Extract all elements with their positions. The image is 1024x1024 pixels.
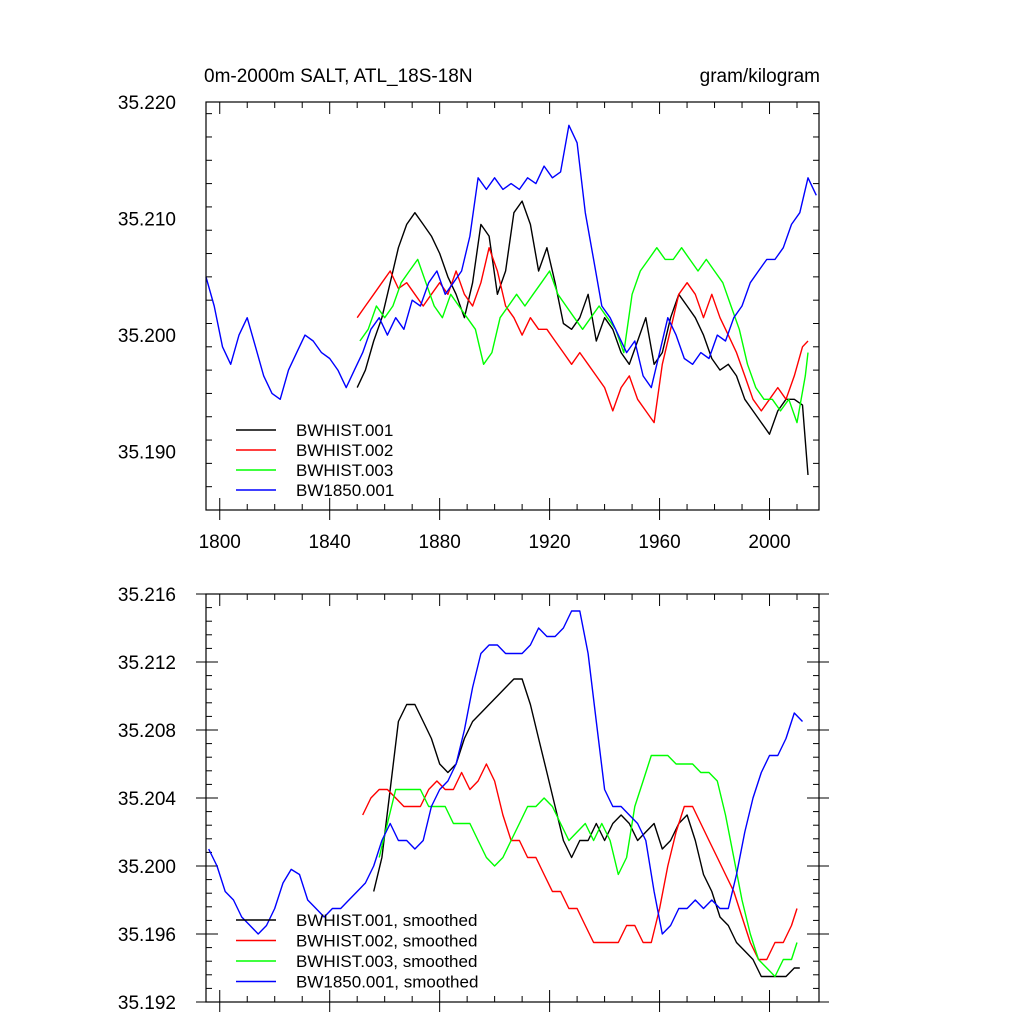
bottom-panel-legend: BWHIST.001, smoothed BWHIST.002, smoothed… — [236, 911, 478, 992]
legend-label: BW1850.001, smoothed — [296, 973, 478, 992]
y-tick-label: 35.212 — [118, 653, 176, 674]
top-panel-series — [205, 124, 817, 476]
bottom-panel-ticks: 35.192 35.196 35.200 35.204 35.208 35.212 35.2… — [118, 585, 829, 1014]
y-tick-label: 35.216 — [118, 585, 176, 606]
top-panel-ticks: 1800 1840 1880 1920 1960 2000 35.190 35.200 35.2… — [118, 93, 819, 553]
legend-label: BW1850.001 — [296, 481, 394, 500]
series-line-bw1850-001-smoothed — [208, 610, 804, 935]
y-tick-label: 35.200 — [118, 857, 176, 878]
y-tick-label: 35.200 — [118, 326, 176, 347]
y-tick-label: 35.192 — [118, 993, 176, 1014]
series-line-bwhist-002 — [356, 246, 809, 424]
top-panel-frame — [205, 101, 820, 511]
y-tick-label: 35.190 — [118, 443, 176, 464]
y-tick-label: 35.196 — [118, 925, 176, 946]
legend-label: BWHIST.002 — [296, 441, 393, 460]
legend-label: BWHIST.003, smoothed — [296, 952, 477, 971]
series-line-bwhist-001-smoothed — [373, 678, 800, 978]
y-tick-label: 35.210 — [118, 210, 176, 231]
bottom-panel-series — [208, 610, 804, 978]
bottom-panel-frame — [205, 593, 820, 1003]
y-tick-label: 35.220 — [118, 93, 176, 114]
y-tick-label: 35.204 — [118, 789, 177, 810]
legend-label: BWHIST.001, smoothed — [296, 911, 477, 930]
x-tick-label: 1840 — [309, 532, 351, 553]
bottom-panel: 35.192 35.196 35.200 35.204 35.208 35.212 35.2… — [118, 585, 829, 1014]
legend-label: BWHIST.003 — [296, 461, 393, 480]
top-panel-title: 0m-2000m SALT, ATL_18S-18N — [204, 66, 473, 87]
x-tick-label: 1800 — [199, 532, 241, 553]
x-tick-label: 1880 — [419, 532, 461, 553]
series-line-bwhist-003-smoothed — [378, 754, 798, 978]
series-line-bwhist-002-smoothed — [362, 763, 798, 961]
legend-label: BWHIST.002, smoothed — [296, 932, 477, 951]
series-line-bwhist-001 — [356, 200, 809, 476]
x-tick-label: 2000 — [748, 532, 790, 553]
legend-label: BWHIST.001 — [296, 421, 393, 440]
series-line-bw1850-001 — [205, 124, 817, 400]
series-line-bwhist-003 — [359, 246, 809, 424]
top-panel: 0m-2000m SALT, ATL_18S-18N gram/kilogram… — [118, 66, 820, 553]
top-panel-units: gram/kilogram — [700, 66, 820, 87]
x-tick-label: 1960 — [638, 532, 680, 553]
y-tick-label: 35.208 — [118, 721, 176, 742]
x-tick-label: 1920 — [528, 532, 570, 553]
